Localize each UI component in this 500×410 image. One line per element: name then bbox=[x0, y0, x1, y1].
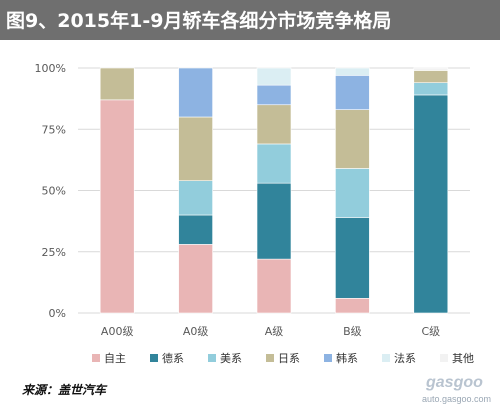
legend-label: 美系 bbox=[220, 352, 242, 365]
bar-segment bbox=[178, 180, 213, 216]
legend-label: 韩系 bbox=[336, 351, 358, 365]
bar-segment bbox=[178, 116, 213, 182]
bar-segment bbox=[256, 258, 292, 314]
legend-swatch bbox=[266, 354, 274, 362]
bar-segment bbox=[413, 94, 449, 314]
legend-label: 德系 bbox=[162, 351, 184, 365]
bar-segment bbox=[335, 109, 370, 169]
y-tick-label: 50% bbox=[42, 185, 66, 198]
y-tick-label: 100% bbox=[35, 62, 66, 75]
legend-swatch bbox=[440, 354, 448, 362]
x-tick-label: B级 bbox=[343, 325, 362, 338]
bar-segment bbox=[256, 84, 292, 106]
legend-swatch bbox=[208, 354, 216, 362]
x-tick-label: C级 bbox=[421, 325, 440, 338]
x-tick-label: A0级 bbox=[183, 325, 209, 338]
bar-segment bbox=[178, 244, 213, 314]
bar-segment bbox=[99, 67, 135, 101]
y-tick-label: 25% bbox=[42, 246, 66, 259]
bar-segment bbox=[413, 82, 449, 96]
bar-segment bbox=[335, 217, 370, 299]
x-tick-label: A级 bbox=[265, 325, 284, 338]
legend-label: 日系 bbox=[278, 352, 300, 365]
bar-segment bbox=[99, 99, 135, 314]
bar-segment bbox=[413, 70, 449, 84]
legend-label: 其他 bbox=[452, 352, 474, 365]
gasgoo-watermark: gasgoo auto.gasgoo.com bbox=[410, 368, 498, 408]
y-tick-label: 0% bbox=[49, 307, 66, 320]
bar-segment bbox=[413, 67, 449, 71]
bar-segment bbox=[178, 67, 213, 118]
bar-segment bbox=[256, 67, 292, 86]
source-note: 来源：盖世汽车 bbox=[22, 383, 107, 397]
watermark-url: auto.gasgoo.com bbox=[422, 394, 492, 404]
bar-segment bbox=[256, 104, 292, 145]
legend-swatch bbox=[382, 354, 390, 362]
bar-segment bbox=[178, 214, 213, 245]
watermark-brand: gasgoo bbox=[426, 374, 483, 391]
title-bar: 图9、2015年1-9月轿车各细分市场竞争格局 bbox=[0, 0, 500, 40]
x-tick-label: A00级 bbox=[101, 325, 134, 338]
bar-segment bbox=[335, 75, 370, 110]
y-tick-label: 75% bbox=[42, 123, 66, 136]
bar-segment bbox=[256, 143, 292, 184]
bar-segment bbox=[335, 168, 370, 218]
legend-label: 法系 bbox=[394, 351, 416, 365]
legend-swatch bbox=[92, 354, 100, 362]
bar-segment bbox=[335, 67, 370, 76]
bar-segment bbox=[256, 182, 292, 260]
legend-label: 自主 bbox=[104, 352, 126, 365]
bar-segment bbox=[335, 297, 370, 314]
legend-swatch bbox=[324, 354, 332, 362]
legend-swatch bbox=[150, 354, 158, 362]
chart-title: 图9、2015年1-9月轿车各细分市场竞争格局 bbox=[6, 10, 392, 32]
